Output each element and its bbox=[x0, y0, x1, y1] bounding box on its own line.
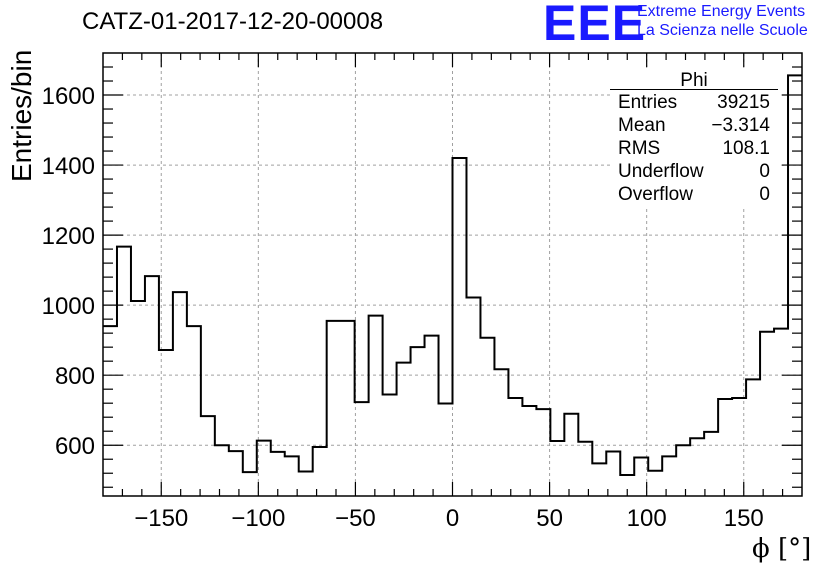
x-tick-label: −100 bbox=[231, 505, 285, 532]
stats-key: Underflow bbox=[618, 161, 704, 182]
stats-divider bbox=[610, 89, 778, 90]
stats-key: Entries bbox=[618, 92, 678, 113]
stats-row-entries: Entries 39215 bbox=[618, 92, 770, 114]
stats-value: 0 bbox=[759, 161, 770, 182]
stats-row-overflow: Overflow 0 bbox=[618, 184, 770, 206]
stats-value: −3.314 bbox=[711, 115, 770, 136]
x-tick-label: 150 bbox=[724, 505, 764, 532]
y-tick-label: 1400 bbox=[42, 153, 95, 180]
x-axis-label: ϕ [°] bbox=[752, 534, 812, 564]
y-tick-label: 1200 bbox=[42, 223, 95, 250]
x-tick-label: −50 bbox=[335, 505, 376, 532]
axis-ticks bbox=[103, 53, 802, 496]
stats-title: Phi bbox=[680, 70, 708, 91]
logo-line-2: La Scienza nelle Scuole bbox=[637, 22, 808, 39]
stats-row-rms: RMS 108.1 bbox=[618, 138, 770, 160]
y-axis-label: Entries/bin bbox=[6, 49, 37, 182]
stats-value: 108.1 bbox=[722, 138, 770, 159]
y-tick-label: 1600 bbox=[42, 83, 95, 110]
x-tick-label: 100 bbox=[627, 505, 667, 532]
histogram-series bbox=[103, 74, 802, 476]
stats-row-underflow: Underflow 0 bbox=[618, 161, 770, 183]
plot-frame bbox=[102, 52, 803, 497]
stats-value: 0 bbox=[759, 184, 770, 205]
stats-key: Overflow bbox=[618, 184, 693, 205]
x-tick-label: 0 bbox=[446, 505, 459, 532]
y-tick-label: 600 bbox=[55, 433, 95, 460]
stats-box: Phi Entries 39215 Mean −3.314 RMS 108.1 … bbox=[610, 68, 778, 208]
stats-key: Mean bbox=[618, 115, 666, 136]
eee-logo-mark: EEE bbox=[543, 0, 647, 51]
stats-row-mean: Mean −3.314 bbox=[618, 115, 770, 137]
y-tick-label: 800 bbox=[55, 363, 95, 390]
stats-value: 39215 bbox=[717, 92, 770, 113]
eee-logo: EEE Extreme Energy Events La Scienza nel… bbox=[543, 0, 833, 50]
stats-key: RMS bbox=[618, 138, 661, 159]
x-tick-label: 50 bbox=[536, 505, 563, 532]
logo-line-1: Extreme Energy Events bbox=[637, 3, 806, 20]
tick-labels: −150 −100 −50 0 50 100 150 600 800 1000 1200 1400 16… bbox=[42, 83, 764, 532]
x-tick-label: −150 bbox=[134, 505, 188, 532]
y-tick-label: 1000 bbox=[42, 293, 95, 320]
chart-title: CATZ-01-2017-12-20-00008 bbox=[82, 8, 384, 35]
